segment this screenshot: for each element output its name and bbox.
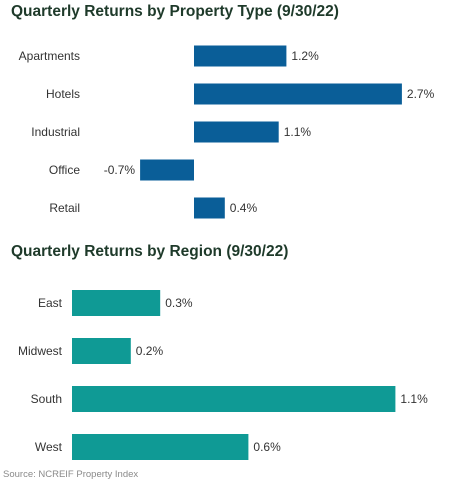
category-label: Retail bbox=[49, 201, 80, 215]
bar-hotels bbox=[194, 83, 402, 105]
value-label: 1.1% bbox=[400, 392, 428, 406]
bar-apartments bbox=[194, 45, 287, 67]
property-type-chart-title: Quarterly Returns by Property Type (9/30… bbox=[11, 3, 339, 20]
category-label: South bbox=[31, 392, 62, 406]
category-label: East bbox=[38, 296, 63, 310]
region-bar-chart: East 0.3% Midwest 0.2% South 1.1% West 0.6% bbox=[18, 290, 428, 460]
bar-industrial bbox=[194, 121, 279, 143]
region-chart-title: Quarterly Returns by Region (9/30/22) bbox=[11, 243, 289, 260]
category-label: Midwest bbox=[18, 344, 63, 358]
bar-midwest bbox=[72, 338, 131, 364]
bar-west bbox=[72, 434, 249, 460]
source-note: Source: NCREIF Property Index bbox=[3, 469, 139, 480]
bar-east bbox=[72, 290, 161, 316]
property-type-bar-chart: Apartments 1.2% Hotels 2.7% Industrial 1.1% Of… bbox=[19, 45, 435, 219]
value-label: 0.4% bbox=[230, 201, 258, 215]
value-label: -0.7% bbox=[104, 163, 136, 177]
category-label: Apartments bbox=[19, 49, 80, 63]
value-label: 0.6% bbox=[253, 440, 281, 454]
value-label: 2.7% bbox=[407, 87, 435, 101]
category-label: Hotels bbox=[46, 87, 80, 101]
value-label: 0.3% bbox=[165, 296, 193, 310]
value-label: 1.2% bbox=[291, 49, 319, 63]
bar-retail bbox=[194, 197, 225, 219]
category-label: West bbox=[35, 440, 63, 454]
value-label: 1.1% bbox=[284, 125, 312, 139]
bar-south bbox=[72, 386, 396, 412]
category-label: Office bbox=[49, 163, 80, 177]
bar-office bbox=[140, 159, 194, 181]
category-label: Industrial bbox=[31, 125, 80, 139]
value-label: 0.2% bbox=[136, 344, 164, 358]
